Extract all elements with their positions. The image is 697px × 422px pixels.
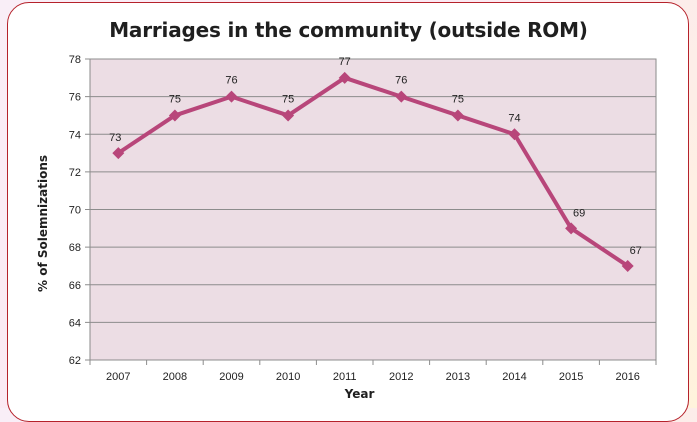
- x-tick-label: 2014: [502, 371, 526, 383]
- series-group: [112, 71, 634, 272]
- y-tick-label: 78: [69, 54, 81, 66]
- x-tick-label: 2011: [333, 371, 357, 383]
- data-labels: 73 75 76 75 77 76 75 74 69 67: [109, 56, 642, 257]
- data-label: 75: [282, 93, 294, 105]
- data-label: 77: [339, 56, 351, 68]
- x-tick-label: 2013: [446, 371, 470, 383]
- chart-title: Marriages in the community (outside ROM): [109, 18, 588, 42]
- data-point-marker: [565, 222, 578, 235]
- x-axis-title: Year: [344, 387, 375, 401]
- data-label: 76: [395, 75, 407, 87]
- data-label: 75: [169, 93, 181, 105]
- x-tick-label: 2008: [163, 371, 187, 383]
- data-label: 69: [573, 207, 585, 219]
- x-tick-label: 2016: [615, 371, 639, 383]
- y-axis-ticks: 62 64 66 68 70 72 74 76 78: [69, 54, 90, 367]
- data-point-marker: [225, 90, 238, 103]
- data-label: 67: [630, 245, 642, 257]
- data-point-marker: [282, 109, 295, 122]
- x-tick-label: 2007: [106, 371, 130, 383]
- y-tick-label: 76: [69, 92, 81, 104]
- x-tick-label: 2015: [559, 371, 583, 383]
- data-point-marker: [338, 71, 351, 84]
- data-point-marker: [112, 147, 125, 160]
- x-tick-label: 2012: [389, 371, 413, 383]
- y-tick-label: 74: [69, 129, 81, 141]
- y-tick-label: 62: [69, 355, 81, 367]
- data-label: 73: [109, 132, 121, 144]
- data-point-marker: [508, 128, 521, 141]
- data-label: 75: [452, 93, 464, 105]
- data-point-marker: [395, 90, 408, 103]
- x-tick-label: 2009: [219, 371, 243, 383]
- y-tick-label: 64: [69, 317, 81, 329]
- data-label: 76: [225, 75, 237, 87]
- data-label: 74: [508, 112, 520, 124]
- data-point-marker: [621, 259, 634, 272]
- y-tick-label: 72: [69, 167, 81, 179]
- data-point-marker: [168, 109, 181, 122]
- series-line: [117, 75, 629, 268]
- data-point-marker: [451, 109, 464, 122]
- y-tick-label: 66: [69, 280, 81, 292]
- x-tick-label: 2010: [276, 371, 300, 383]
- y-tick-label: 68: [69, 242, 81, 254]
- y-tick-label: 70: [69, 205, 81, 217]
- x-axis-ticks: 2007 2008 2009 2010 2011 2012 2013 2014 2015 2016: [89, 360, 657, 383]
